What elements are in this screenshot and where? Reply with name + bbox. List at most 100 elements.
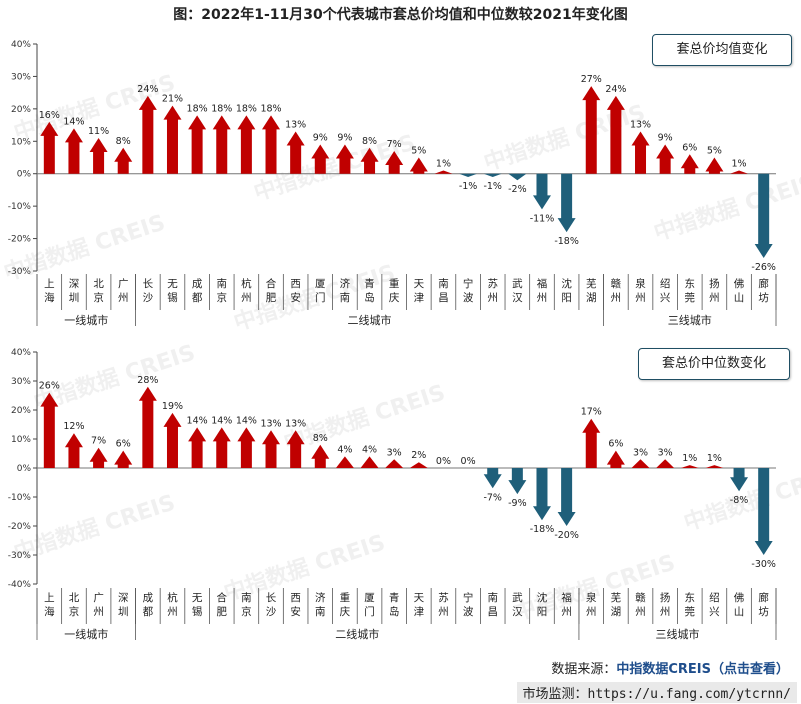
data-label: 3% <box>633 447 648 458</box>
group-label: 一线城市 <box>64 627 108 641</box>
mean-price-change-chart: -30% -20% -10% 0% 10% 20% 30% 40% 16%14% 11% 8% 24%… <box>8 40 777 327</box>
y-tick-label: 20% <box>11 105 31 115</box>
city-label: 南昌 <box>487 591 498 618</box>
city-label: 济南 <box>315 591 326 618</box>
bar-廊坊 <box>754 173 773 259</box>
source-view-link[interactable]: （点击查看） <box>710 662 789 677</box>
bar-青岛 <box>360 147 379 174</box>
bar-扬州 <box>705 157 724 174</box>
bar-厦门 <box>360 456 379 468</box>
city-label: 廊坊 <box>758 277 769 304</box>
city-label: 赣州 <box>611 277 622 304</box>
bar-武汉 <box>508 173 527 181</box>
city-label: 厦门 <box>315 278 326 304</box>
y-tick-label: 10% <box>11 137 31 147</box>
bar-杭州 <box>163 412 182 468</box>
city-label: 上海 <box>44 278 55 304</box>
data-label: 11% <box>88 126 109 137</box>
city-label: 福州 <box>561 591 572 618</box>
city-label: 无锡 <box>167 278 178 304</box>
data-label: -8% <box>730 495 749 506</box>
data-label: -1% <box>483 181 502 192</box>
source-brand-link[interactable]: 中指数据CREIS <box>616 662 711 677</box>
city-label: 宁波 <box>463 591 474 618</box>
bar-长沙 <box>262 430 281 468</box>
data-label: 0% <box>461 456 476 467</box>
bar-福州 <box>557 468 576 526</box>
city-label: 扬州 <box>709 277 720 304</box>
city-label: 佛山 <box>734 277 745 304</box>
bar-泉州 <box>582 418 601 468</box>
data-label: 5% <box>411 146 426 157</box>
data-label: -30% <box>751 559 776 570</box>
data-label: 9% <box>313 133 328 144</box>
data-label: -18% <box>530 524 555 535</box>
group-label: 一线城市 <box>64 313 108 327</box>
y-tick-label: -30% <box>8 551 32 561</box>
bar-杭州 <box>237 115 256 174</box>
city-label: 天津 <box>414 278 425 304</box>
data-label: 18% <box>236 103 257 114</box>
bar-苏州 <box>483 173 502 177</box>
city-label: 南京 <box>217 277 228 304</box>
group-label: 三线城市 <box>655 627 699 641</box>
city-label: 绍兴 <box>660 277 671 304</box>
bar-泉州 <box>631 131 650 174</box>
data-label: 19% <box>162 401 183 412</box>
city-label: 苏州 <box>438 591 449 618</box>
city-label: 长沙 <box>266 592 277 618</box>
market-monitor-url[interactable]: 市场监测：https://u.fang.com/ytcrnn/ <box>516 682 797 703</box>
bar-廊坊 <box>754 468 773 555</box>
bar-宁波 <box>459 173 478 177</box>
bar-上海 <box>40 121 59 174</box>
city-label: 泉州 <box>635 277 646 304</box>
y-tick-label: -10% <box>8 202 32 212</box>
data-label: 8% <box>313 433 328 444</box>
city-label: 杭州 <box>241 277 252 304</box>
data-label: 27% <box>581 74 602 85</box>
city-label: 福州 <box>537 277 548 304</box>
city-label: 东莞 <box>685 591 696 618</box>
bar-成都 <box>138 386 157 468</box>
bar-南京 <box>237 427 256 468</box>
city-label: 扬州 <box>660 591 671 618</box>
data-label: 9% <box>337 133 352 144</box>
data-label: 18% <box>187 103 208 114</box>
data-label: 12% <box>63 421 84 432</box>
bar-长沙 <box>138 95 157 174</box>
city-label: 北京 <box>93 278 104 304</box>
data-label: 1% <box>436 158 451 169</box>
city-label: 沈阳 <box>537 591 548 618</box>
city-label: 青岛 <box>389 591 400 618</box>
city-label: 芜湖 <box>611 591 622 618</box>
bar-天津 <box>409 462 428 468</box>
city-label: 成都 <box>192 278 203 304</box>
legend-median-change: 套总价中位数变化 <box>638 348 790 380</box>
data-label: -26% <box>751 262 776 273</box>
data-label: 24% <box>137 84 158 95</box>
data-label: 5% <box>707 146 722 157</box>
data-label: 0% <box>436 456 451 467</box>
city-label: 东莞 <box>685 277 696 304</box>
source-label: 数据来源： <box>551 662 617 677</box>
bar-扬州 <box>656 459 675 468</box>
city-label: 佛山 <box>734 591 745 618</box>
bar-西安 <box>286 131 305 174</box>
data-label: 24% <box>605 84 626 95</box>
y-tick-label: 10% <box>11 435 31 445</box>
bar-合肥 <box>212 427 231 468</box>
y-tick-label: -20% <box>8 235 32 245</box>
data-label: 13% <box>260 418 281 429</box>
data-label: 9% <box>658 133 673 144</box>
data-label: 18% <box>260 103 281 114</box>
bar-无锡 <box>163 105 182 174</box>
bar-厦门 <box>311 144 330 174</box>
data-label: -2% <box>508 184 527 195</box>
data-label: 3% <box>658 447 673 458</box>
city-label: 西安 <box>290 592 301 618</box>
y-tick-label: 30% <box>11 72 31 82</box>
city-label: 西安 <box>290 278 301 304</box>
city-label: 长沙 <box>143 278 154 304</box>
city-label: 重庆 <box>389 277 400 304</box>
group-label: 二线城市 <box>335 627 379 641</box>
